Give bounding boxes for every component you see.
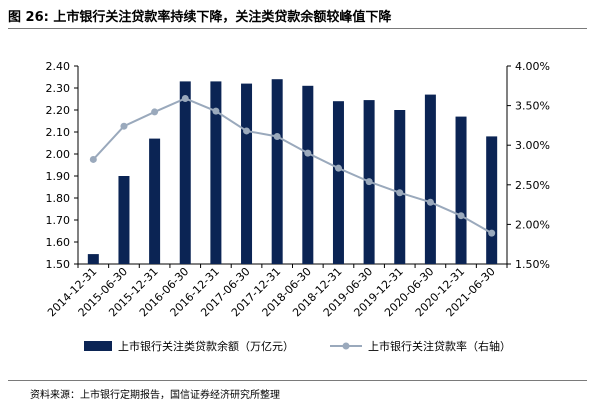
ratio-point (243, 127, 251, 135)
ratio-point (457, 212, 465, 220)
ratio-line (92, 97, 493, 234)
bar (271, 79, 283, 264)
bar (210, 81, 222, 265)
ratio-point (304, 149, 312, 157)
legend-label-bars: 上市银行关注类贷款余额（万亿元） (118, 339, 294, 353)
right-tick-label: 3.00% (515, 139, 550, 152)
left-tick-label: 2.00 (46, 148, 71, 161)
ratio-point (181, 94, 189, 102)
right-tick-label: 3.50% (515, 100, 550, 113)
bar (455, 116, 467, 264)
bar (87, 254, 99, 264)
top-divider (8, 28, 587, 29)
bar (332, 101, 344, 264)
ratio-point (212, 107, 220, 115)
ratio-point (488, 229, 496, 237)
left-tick-label: 1.70 (46, 214, 71, 227)
bar-line-chart: 1.50 1.60 1.70 1.80 1.90 2.00 2.10 2.20 2.30 2.40… (45, 60, 550, 353)
left-tick-label: 1.60 (46, 236, 71, 249)
left-tick-label: 1.80 (46, 192, 71, 205)
left-tick-label: 2.30 (46, 82, 71, 95)
ratio-point (365, 178, 373, 186)
bar (179, 81, 191, 265)
source-note: 资料来源：上市银行定期报告，国信证券经济研究所整理 (30, 390, 280, 401)
bar (394, 110, 406, 264)
figure-title: 图 26: 上市银行关注贷款率持续下降，关注类贷款余额较峰值下降 (8, 10, 392, 25)
right-tick-label: 1.50% (515, 258, 550, 271)
left-tick-label: 2.20 (46, 104, 71, 117)
left-tick-label: 2.40 (46, 60, 71, 73)
left-tick-label: 2.10 (46, 126, 71, 139)
right-tick-label: 2.00% (515, 218, 550, 231)
ratio-point (396, 189, 404, 197)
legend-label-line: 上市银行关注贷款率（右轴） (368, 339, 511, 353)
bar (118, 176, 130, 264)
bar (241, 83, 253, 264)
ratio-point (120, 122, 128, 130)
bottom-divider (8, 380, 587, 381)
bar (149, 138, 161, 264)
right-tick-label: 2.50% (515, 179, 550, 192)
bar (302, 85, 314, 264)
legend-swatch-marker (342, 342, 350, 350)
ratio-point (151, 108, 159, 116)
legend-swatch-bars (84, 341, 112, 351)
bar (486, 136, 498, 264)
left-tick-label: 1.50 (46, 258, 71, 271)
ratio-point (334, 164, 342, 172)
ratio-point (89, 155, 97, 163)
bar (424, 94, 436, 264)
right-tick-label: 4.00% (515, 60, 550, 73)
left-tick-label: 1.90 (46, 170, 71, 183)
ratio-point (273, 132, 281, 140)
ratio-point (426, 198, 434, 206)
